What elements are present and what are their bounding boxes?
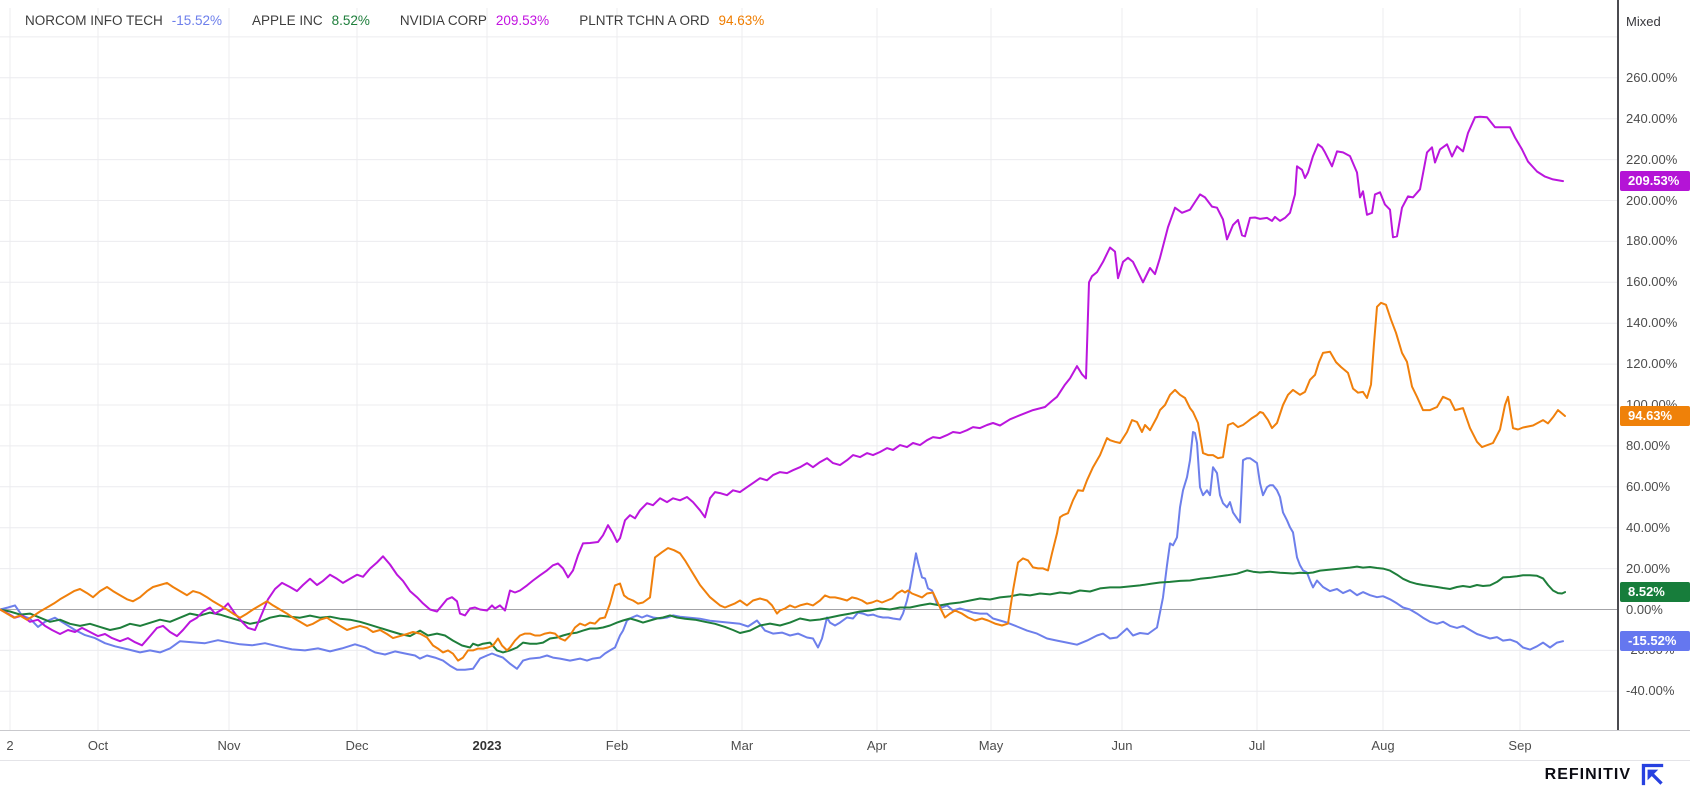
x-axis-label: Jun xyxy=(1111,738,1133,753)
y-axis-tick-label: 140.00% xyxy=(1626,315,1678,331)
y-axis-tick-label: 220.00% xyxy=(1626,151,1678,167)
price-tag: 8.52% xyxy=(1620,582,1690,603)
legend-item-value: 8.52% xyxy=(331,13,370,28)
x-axis-label: Oct xyxy=(87,738,109,753)
price-tag: -15.52% xyxy=(1620,631,1690,652)
x-axis-label: May xyxy=(978,738,1004,753)
x-axis-label: 2 xyxy=(6,738,14,753)
x-axis-label: Sep xyxy=(1508,738,1532,753)
y-axis-tick-label: 20.00% xyxy=(1626,560,1671,576)
legend-item-value: 209.53% xyxy=(495,13,550,28)
legend-item-value: 94.63% xyxy=(718,13,765,28)
branding-bar: REFINITIV xyxy=(0,760,1690,788)
legend-item-norcom-info-tech[interactable]: NORCOM INFO TECH -15.52% xyxy=(25,13,222,28)
y-axis-tick-label: 120.00% xyxy=(1626,356,1678,372)
refinitiv-arrow-icon xyxy=(1641,763,1664,786)
legend-item-name: NORCOM INFO TECH xyxy=(25,13,163,28)
x-axis-label: Apr xyxy=(866,738,888,753)
y-axis-tick-label: 60.00% xyxy=(1626,478,1671,494)
y-axis-tick-label: 200.00% xyxy=(1626,192,1678,208)
time-axis[interactable]: 2 Oct Nov Dec 2023 Feb Mar Apr May Jun Jul Aug Sep xyxy=(0,730,1617,761)
y-axis-tick-label: 260.00% xyxy=(1626,69,1678,85)
y-axis-tick-label: 180.00% xyxy=(1626,233,1678,249)
x-axis-label: Dec xyxy=(345,738,369,753)
x-axis-label: Jul xyxy=(1248,738,1266,753)
y-axis-tick-label: 80.00% xyxy=(1626,437,1671,453)
legend-item-name: PLNTR TCHN A ORD xyxy=(579,13,710,28)
series-line-nvidia-corp xyxy=(0,115,1564,647)
axis-mode-label: Mixed xyxy=(1626,14,1661,29)
legend-item-name: NVIDIA CORP xyxy=(399,13,487,28)
x-axis-label: Nov xyxy=(217,738,241,753)
series-line-apple-inc xyxy=(0,565,1566,654)
y-axis-tick-label: 40.00% xyxy=(1626,519,1671,535)
legend-item-apple-inc[interactable]: APPLE INC 8.52% xyxy=(252,13,370,28)
legend-item-name: APPLE INC xyxy=(252,13,323,28)
x-axis-label: Aug xyxy=(1371,738,1395,753)
series-line-plntr-tchn-a-ord xyxy=(0,301,1566,662)
refinitiv-logo-text: REFINITIV xyxy=(1544,765,1631,783)
plot-area[interactable] xyxy=(0,0,1617,760)
x-axis-label: Mar xyxy=(730,738,754,753)
legend-item-value: -15.52% xyxy=(171,13,223,28)
legend-item-nvidia-corp[interactable]: NVIDIA CORP 209.53% xyxy=(400,13,549,28)
y-axis-tick-label: 160.00% xyxy=(1626,274,1678,290)
y-axis-tick-label: 240.00% xyxy=(1626,110,1678,126)
right-price-axis[interactable]: Mixed 260.00% 240.00% 220.00% 200.00% 180.00… xyxy=(1617,0,1690,760)
axis-corner xyxy=(1617,730,1690,761)
y-axis-tick-label: -40.00% xyxy=(1626,683,1675,699)
price-tag: 94.63% xyxy=(1620,405,1690,426)
series-line-norcom-info-tech xyxy=(0,431,1564,671)
x-axis-label: 2023 xyxy=(472,738,502,753)
x-axis-label: Feb xyxy=(605,738,629,753)
price-tag: 209.53% xyxy=(1620,171,1690,191)
y-axis-tick-label: 0.00% xyxy=(1626,601,1663,617)
chart-legend: NORCOM INFO TECH -15.52% APPLE INC 8.52% NVI… xyxy=(25,13,764,28)
legend-item-plntr-tchn-a-ord[interactable]: PLNTR TCHN A ORD 94.63% xyxy=(579,13,764,28)
